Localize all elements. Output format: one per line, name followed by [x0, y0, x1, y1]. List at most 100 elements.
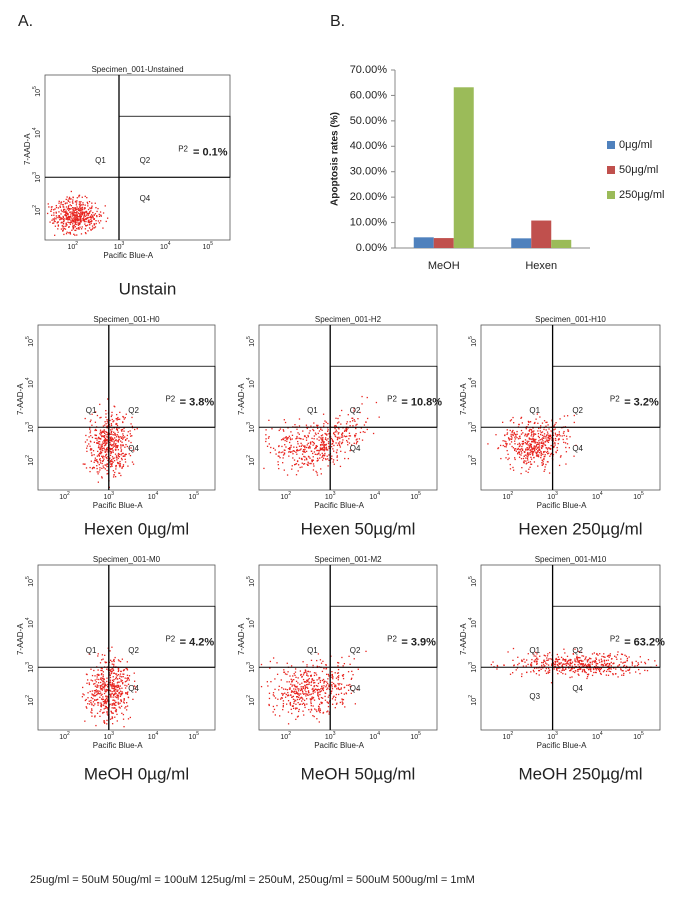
- event-dot: [73, 215, 76, 217]
- event-dot: [562, 663, 565, 665]
- event-dot: [112, 669, 114, 672]
- event-dot: [289, 701, 292, 704]
- event-dot: [103, 721, 106, 723]
- event-dot: [326, 455, 328, 457]
- event-dot: [529, 443, 531, 445]
- event-dot: [575, 661, 577, 663]
- event-dot: [297, 682, 299, 684]
- event-dot: [544, 660, 546, 663]
- event-dot: [113, 457, 115, 459]
- event-dot: [72, 225, 74, 227]
- event-dot: [122, 718, 125, 720]
- event-dot: [346, 684, 348, 686]
- event-dot: [110, 424, 113, 426]
- event-dot: [625, 670, 627, 672]
- event-dot: [298, 457, 301, 459]
- event-dot: [495, 434, 497, 436]
- event-dot: [612, 663, 614, 665]
- event-dot: [496, 665, 499, 667]
- event-dot: [68, 196, 71, 199]
- event-dot: [102, 698, 105, 700]
- tick-base: 10: [503, 734, 511, 741]
- event-dot: [81, 196, 83, 198]
- event-dot: [74, 207, 76, 209]
- y-tick-label: 102: [246, 695, 256, 706]
- event-dot: [123, 430, 125, 432]
- event-dot: [347, 671, 350, 673]
- event-dot: [87, 214, 89, 216]
- event-dot: [115, 418, 117, 420]
- event-dot: [104, 682, 106, 684]
- tick-exp: 2: [25, 695, 31, 698]
- event-dot: [96, 465, 98, 467]
- event-dot: [100, 687, 102, 690]
- event-dot: [575, 665, 577, 668]
- event-dot: [566, 415, 569, 417]
- event-dot: [124, 454, 126, 456]
- event-dot: [561, 669, 563, 672]
- event-dot: [72, 213, 74, 215]
- event-dot: [330, 692, 332, 695]
- event-dot: [335, 425, 337, 427]
- event-dot: [516, 667, 519, 669]
- event-dot: [322, 687, 325, 689]
- event-dot: [109, 681, 112, 683]
- event-dot: [62, 204, 64, 206]
- event-dot: [538, 451, 541, 454]
- event-dot: [117, 445, 119, 447]
- event-dot: [567, 660, 569, 662]
- event-dot: [513, 664, 515, 667]
- event-dot: [95, 689, 98, 691]
- event-dot: [112, 449, 114, 451]
- event-dot: [62, 215, 64, 218]
- event-dot: [350, 678, 353, 680]
- event-dot: [521, 673, 523, 675]
- event-dot: [339, 414, 341, 417]
- event-dot: [101, 467, 103, 470]
- event-dot: [117, 431, 119, 433]
- event-dot: [63, 208, 65, 211]
- event-dot: [124, 436, 126, 438]
- event-dot: [337, 662, 340, 664]
- event-dot: [117, 698, 119, 700]
- event-dot: [89, 430, 92, 432]
- event-dot: [120, 694, 122, 696]
- event-dot: [63, 211, 65, 213]
- event-dot: [324, 444, 326, 446]
- event-dot: [298, 698, 301, 701]
- tick-exp: 4: [25, 377, 31, 380]
- event-dot: [75, 229, 77, 232]
- event-dot: [336, 672, 339, 674]
- event-dot: [76, 214, 78, 216]
- event-dot: [345, 692, 348, 695]
- event-dot: [111, 418, 113, 421]
- event-dot: [597, 667, 599, 669]
- event-dot: [569, 659, 571, 661]
- event-dot: [302, 702, 305, 705]
- event-dot: [339, 465, 342, 468]
- event-dot: [535, 451, 537, 453]
- event-dot: [268, 692, 271, 694]
- event-dot: [533, 441, 535, 443]
- event-dot: [312, 682, 315, 684]
- event-dot: [94, 213, 97, 215]
- event-dot: [305, 446, 308, 449]
- event-dot: [375, 401, 378, 404]
- event-dot: [93, 692, 96, 694]
- event-dot: [77, 209, 80, 212]
- event-dot: [105, 413, 107, 415]
- event-dot: [74, 221, 76, 223]
- event-dot: [552, 453, 555, 456]
- event-dot: [115, 423, 118, 425]
- event-dot: [534, 447, 536, 449]
- event-dot: [330, 691, 332, 693]
- event-dot: [541, 661, 543, 664]
- event-dot: [89, 432, 91, 434]
- event-dot: [300, 448, 302, 450]
- event-dot: [518, 442, 521, 444]
- event-dot: [111, 712, 113, 714]
- event-dot: [100, 460, 102, 462]
- event-dot: [530, 665, 533, 667]
- event-dot: [615, 673, 617, 675]
- event-dot: [97, 446, 100, 449]
